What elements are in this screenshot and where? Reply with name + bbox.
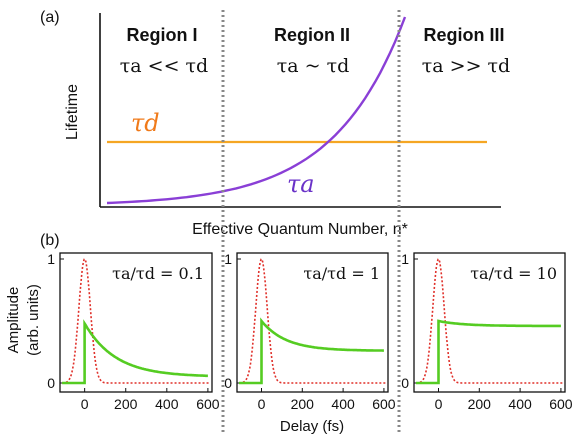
subplot-3-xtick-label: 400 [508, 396, 532, 412]
tau-a-label: τa [287, 170, 315, 198]
subplot-3-ytick-label: 1 [401, 251, 409, 267]
panel-b-ylabel-line1: Amplitude [5, 287, 22, 354]
region-1-condition: τa << τd [120, 55, 208, 77]
subplot-1-ratio-label: τa/τd = 0.1 [112, 264, 204, 283]
region-2-condition: τa ~ τd [277, 55, 350, 77]
subplot-2-ratio-label: τa/τd = 1 [303, 264, 380, 283]
region-2-title: Region II [274, 25, 350, 45]
subplot-1: 0 1 0 200 400 600 τa/τd = 0.1 [47, 251, 220, 412]
subplot-1-xtick-label: 400 [155, 396, 179, 412]
subplot-2-xtick-label: 0 [258, 396, 266, 412]
subplot-2-xtick-label: 200 [291, 396, 315, 412]
panel-b-xlabel: Delay (fs) [280, 418, 344, 435]
panel-a: Lifetime Region I Region II Region III τ… [64, 13, 510, 238]
region-3-condition: τa >> τd [422, 55, 510, 77]
subplot-3-xtick-label: 200 [468, 396, 492, 412]
region-1-title: Region I [127, 25, 198, 45]
subplot-1-ytick-label: 1 [47, 251, 55, 267]
subplot-3-ratio-label: τa/τd = 10 [470, 264, 557, 283]
panel-b-subplots: 0 1 0 200 400 600 τa/τd = 0.1 0 1 0 200 400 600 τa/τd… [47, 251, 573, 412]
panel-b-label: (b) [40, 232, 60, 249]
subplot-2-ytick-label: 1 [224, 251, 232, 267]
subplot-3-xtick-label: 0 [435, 396, 443, 412]
subplot-2-pulse-curve [239, 258, 386, 384]
subplot-3-frame [413, 252, 566, 393]
subplot-1-signal-curve [62, 319, 208, 385]
panel-a-xlabel: Effective Quantum Number, n* [192, 221, 408, 238]
subplot-1-frame [59, 252, 213, 393]
subplot-1-xtick-label: 600 [196, 396, 220, 412]
subplot-1-xtick-label: 0 [81, 396, 89, 412]
subplot-2-frame [236, 252, 389, 393]
subplot-3-xtick-label: 600 [549, 396, 573, 412]
subplot-1-ytick-label: 0 [47, 375, 55, 391]
subplot-1-pulse-curve [62, 258, 210, 384]
subplot-2-ytick-label: 0 [224, 375, 232, 391]
region-3-title: Region III [424, 25, 505, 45]
subplot-2-xtick-label: 600 [372, 396, 396, 412]
subplot-1-xtick-label: 200 [114, 396, 138, 412]
subplot-2-xtick-label: 400 [331, 396, 355, 412]
subplot-3-ytick-label: 0 [401, 375, 409, 391]
subplot-3-pulse-curve [416, 258, 563, 384]
panel-a-label: (a) [40, 9, 60, 26]
subplot-2-signal-curve [239, 317, 384, 385]
panel-b-ylabel-line2: (arb. units) [25, 284, 42, 356]
subplot-3-signal-curve [416, 319, 561, 385]
tau-d-label: τd [131, 109, 160, 137]
subplot-2: 0 1 0 200 400 600 τa/τd = 1 [224, 251, 396, 412]
tau-a-curve [106, 16, 407, 205]
panel-a-ylabel: Lifetime [64, 84, 81, 140]
subplot-3: 0 1 0 200 400 600 τa/τd = 10 [401, 251, 573, 412]
